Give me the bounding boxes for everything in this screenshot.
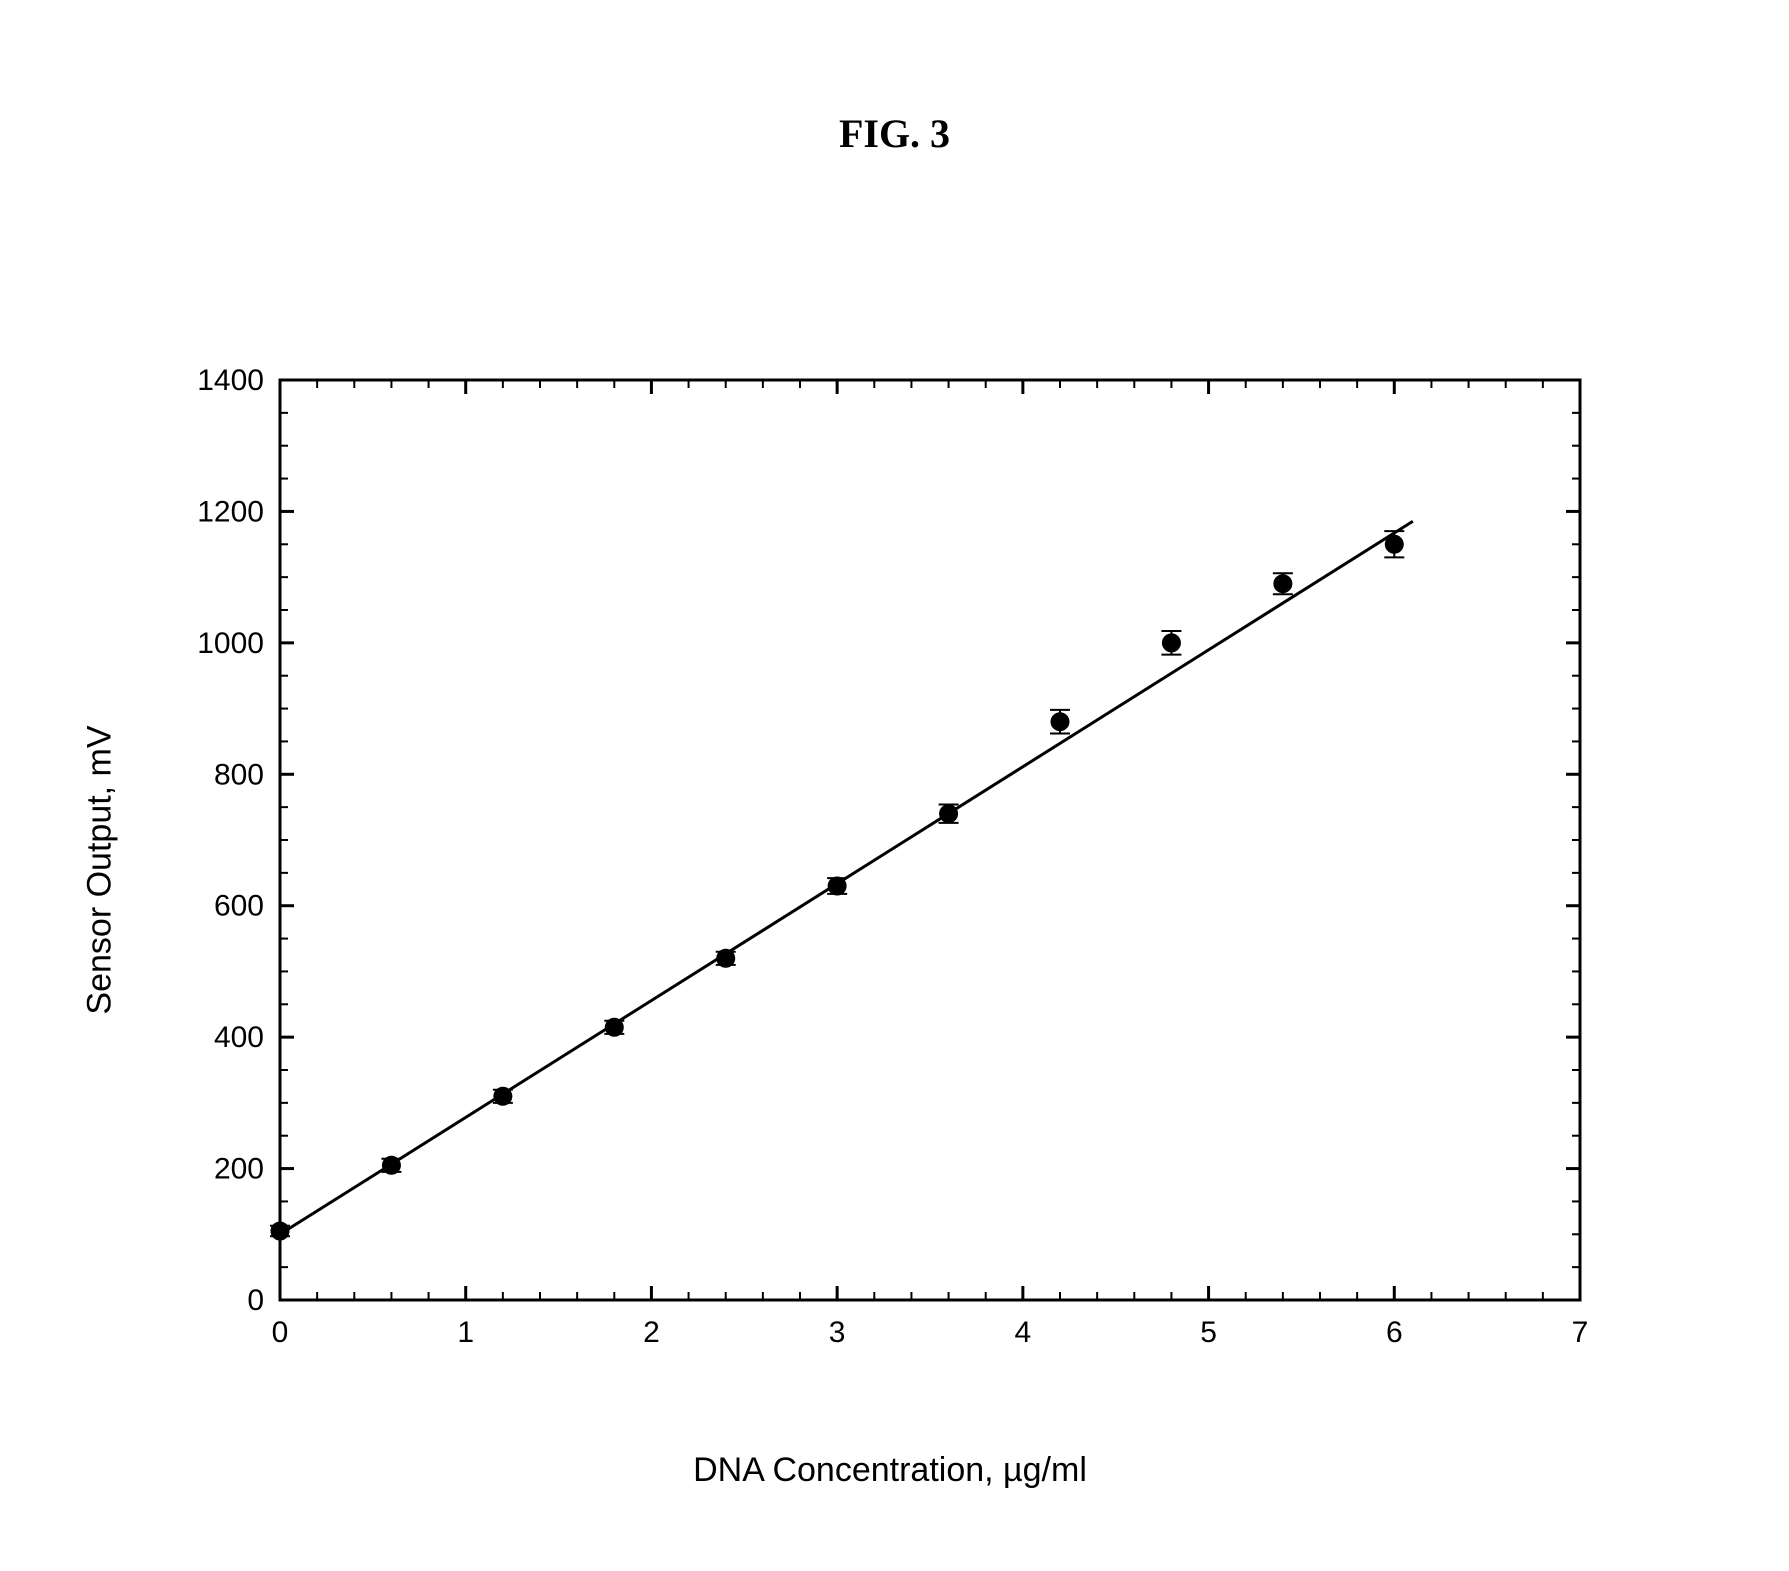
x-tick-label: 2 — [643, 1316, 660, 1349]
data-point — [382, 1156, 400, 1174]
data-point — [494, 1087, 512, 1105]
data-point — [605, 1018, 623, 1036]
x-tick-label: 0 — [272, 1316, 289, 1349]
page: FIG. 3 Sensor Output, mV DNA Concentrati… — [0, 0, 1789, 1571]
y-tick-label: 1000 — [197, 627, 264, 660]
y-tick-label: 200 — [214, 1153, 264, 1186]
y-tick-label: 400 — [214, 1021, 264, 1054]
x-tick-label: 7 — [1572, 1316, 1589, 1349]
data-point — [1385, 535, 1403, 553]
data-point — [1274, 575, 1292, 593]
scatter-chart: 0 1 2 3 4 5 6 7 0 200 400 600 800 1000 1200 1400 — [170, 360, 1610, 1380]
x-axis-label: DNA Concentration, µg/ml — [693, 1451, 1087, 1490]
x-tick-label: 6 — [1386, 1316, 1403, 1349]
y-tick-label: 0 — [247, 1284, 264, 1317]
data-point — [1051, 713, 1069, 731]
data-point — [271, 1222, 289, 1240]
y-tick-label: 800 — [214, 758, 264, 791]
chart-container: Sensor Output, mV DNA Concentration, µg/… — [170, 360, 1610, 1380]
data-point — [1162, 634, 1180, 652]
y-tick-label: 1200 — [197, 495, 264, 528]
plot-background — [280, 380, 1580, 1300]
x-tick-label: 3 — [829, 1316, 846, 1349]
data-point — [940, 805, 958, 823]
y-axis-label: Sensor Output, mV — [81, 725, 120, 1014]
x-tick-label: 4 — [1015, 1316, 1032, 1349]
figure-title: FIG. 3 — [0, 110, 1789, 157]
x-tick-label: 1 — [457, 1316, 474, 1349]
y-tick-label: 600 — [214, 890, 264, 923]
data-point — [828, 877, 846, 895]
y-tick-label: 1400 — [197, 364, 264, 397]
x-tick-label: 5 — [1200, 1316, 1217, 1349]
data-point — [717, 949, 735, 967]
